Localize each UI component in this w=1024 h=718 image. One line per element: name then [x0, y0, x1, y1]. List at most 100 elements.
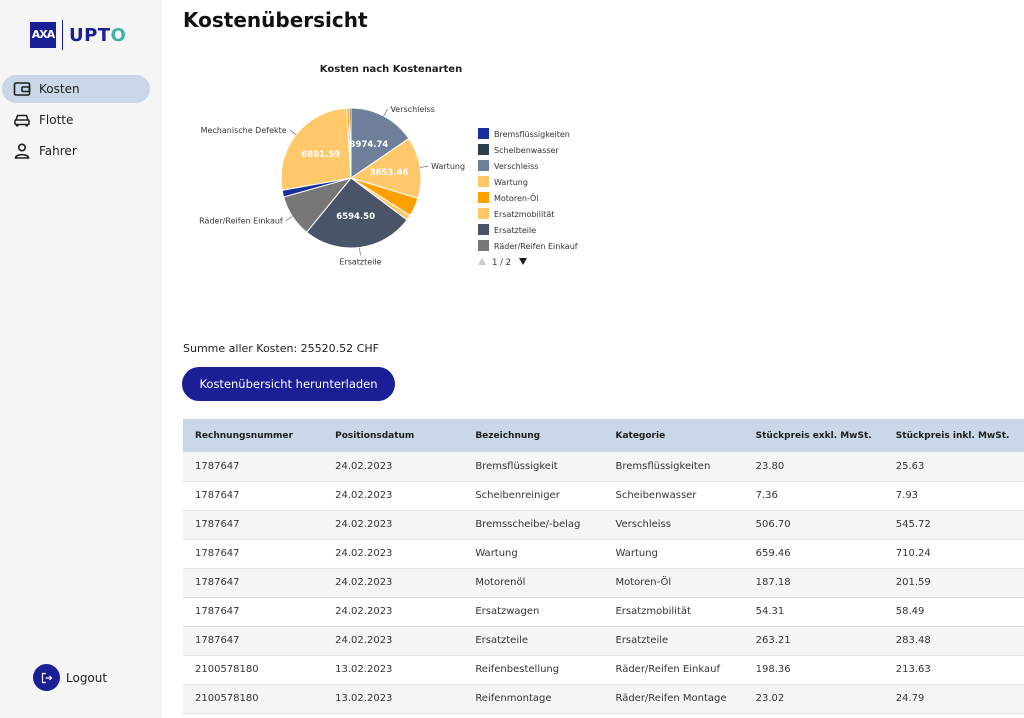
- table-cell: 2100578180: [195, 693, 259, 704]
- table-row[interactable]: 1787647 24.02.2023 Motorenöl Motoren-Öl 187.…: [183, 568, 1024, 597]
- table-cell: 187.18: [755, 577, 791, 588]
- table-cell: 1787647: [195, 606, 240, 617]
- sidebar-item-label: Fahrer: [39, 144, 77, 158]
- table-cell: 201.59: [895, 577, 931, 588]
- table-cell: Motorenöl: [475, 577, 526, 588]
- car-icon: [13, 111, 31, 129]
- table-cell: 25.63: [895, 460, 925, 472]
- legend-swatch: [478, 128, 489, 139]
- table-cell: 1787647: [195, 519, 240, 530]
- upto-logo: UPTO: [69, 24, 127, 46]
- sidebar-item-label: Kosten: [39, 82, 80, 96]
- column-header-positionsdatum[interactable]: Positionsdatum: [335, 430, 415, 441]
- table-row[interactable]: 1787647 24.02.2023 Ersatzteile Ersatzteile 2…: [183, 626, 1024, 655]
- table-cell: 24.79: [895, 693, 925, 704]
- table-row[interactable]: 1787647 24.02.2023 Scheibenreiniger Scheibe…: [183, 481, 1024, 510]
- table-cell: 7.93: [895, 490, 919, 501]
- table-cell: 58.49: [895, 606, 925, 617]
- table-row[interactable]: 1787647 24.02.2023 Bremsflüssigkeit Bremsfl…: [183, 452, 1024, 481]
- table-row[interactable]: 2100578180 13.02.2023 Reifenmontage Räder/R…: [183, 684, 1024, 713]
- legend-entry[interactable]: Bremsflüssigkeiten: [494, 130, 570, 139]
- table-cell: 7.36: [755, 490, 778, 501]
- table-cell: 24.02.2023: [335, 460, 393, 472]
- sidebar-item-kosten[interactable]: Kosten: [2, 75, 150, 103]
- pie-slice[interactable]: [306, 177, 408, 249]
- table-cell: 659.46: [755, 548, 791, 559]
- column-header-preis-inkl[interactable]: Stückpreis inkl. MwSt.: [895, 430, 1010, 441]
- column-header-kategorie[interactable]: Kategorie: [615, 430, 666, 441]
- table-cell: 710.24: [895, 548, 931, 559]
- callout-line: [420, 165, 429, 168]
- legend-swatch: [478, 224, 489, 235]
- slice-value-label: 6891.59: [301, 150, 340, 160]
- table-cell: 13.02.2023: [335, 664, 393, 675]
- table-cell: Räder/Reifen Montage: [615, 693, 727, 704]
- pie-slice[interactable]: [280, 107, 352, 191]
- table-cell: 24.02.2023: [335, 577, 393, 588]
- column-header-bezeichnung[interactable]: Bezeichnung: [475, 430, 541, 441]
- table-cell: Reifenbestellung: [475, 664, 560, 675]
- total-costs-summary: Summe aller Kosten: 25520.52 CHF: [183, 342, 379, 355]
- chart-title: Kosten nach Kostenarten: [320, 64, 462, 75]
- sidebar-item-fahrer[interactable]: Fahrer: [2, 137, 150, 165]
- table-row[interactable]: 1787647 24.02.2023 Ersatzwagen Ersatzmobili…: [183, 597, 1024, 626]
- legend-swatch: [478, 240, 489, 251]
- table-cell: 198.36: [755, 664, 791, 675]
- pie-slice[interactable]: [349, 137, 422, 199]
- logout-label: Logout: [66, 670, 108, 685]
- table-cell: 24.02.2023: [335, 635, 393, 646]
- legend-entry[interactable]: Räder/Reifen Einkauf: [494, 242, 578, 251]
- table-cell: Bremsflüssigkeiten: [615, 460, 711, 472]
- column-header-rechnungsnummer[interactable]: Rechnungsnummer: [195, 430, 293, 441]
- column-header-preis-exkl[interactable]: Stückpreis exkl. MwSt.: [755, 430, 872, 441]
- legend-entry[interactable]: Scheibenwasser: [494, 146, 559, 155]
- pie-slice[interactable]: [348, 107, 352, 179]
- table-cell: Ersatzteile: [615, 635, 669, 646]
- callout-line: [359, 247, 361, 256]
- table-cell: 506.70: [755, 519, 791, 530]
- table-row[interactable]: 1787647 24.02.2023 Wartung Wartung 659.46 710…: [183, 539, 1024, 568]
- callout-line: [383, 108, 388, 117]
- table-cell: 213.63: [895, 664, 931, 675]
- table-cell: Wartung: [475, 548, 518, 559]
- callout-line: [289, 129, 297, 135]
- logo-divider: [62, 20, 63, 50]
- table-cell: 13.02.2023: [335, 693, 393, 704]
- cost-table: Rechnungsnummer Positionsdatum Bezeichnu…: [183, 419, 1024, 714]
- logout-button[interactable]: Logout: [33, 664, 107, 691]
- download-cost-overview-button[interactable]: Kostenübersicht herunterladen: [182, 367, 395, 401]
- legend-swatch: [478, 208, 489, 219]
- legend-entry[interactable]: Ersatzteile: [494, 226, 536, 235]
- table-cell: 23.02: [755, 693, 785, 704]
- cost-pie-chart: Kosten nach Kostenarten 3974.74 Verschlei…: [183, 55, 603, 295]
- table-cell: 24.02.2023: [335, 490, 393, 501]
- wallet-icon: [13, 80, 31, 98]
- table-cell: Wartung: [615, 548, 658, 559]
- table-cell: Reifenmontage: [475, 693, 552, 704]
- table-cell: 1787647: [195, 490, 240, 501]
- table-row[interactable]: 2100578180 13.02.2023 Reifenbestellung Räde…: [183, 655, 1024, 684]
- legend-entry[interactable]: Wartung: [494, 178, 528, 187]
- person-icon: [13, 142, 31, 160]
- callout-label: Mechanische Defekte: [201, 126, 287, 135]
- table-cell: 1787647: [195, 577, 240, 588]
- table-header-row: Rechnungsnummer Positionsdatum Bezeichnu…: [183, 419, 1024, 452]
- legend-entry[interactable]: Verschleiss: [494, 162, 538, 171]
- sidebar-item-flotte[interactable]: Flotte: [2, 106, 150, 134]
- table-cell: Scheibenwasser: [615, 490, 697, 501]
- table-cell: Motoren-Öl: [615, 577, 672, 588]
- legend-entry[interactable]: Motoren-Öl: [494, 193, 539, 203]
- callout-label: Räder/Reifen Einkauf: [199, 217, 283, 226]
- legend-swatch: [478, 192, 489, 203]
- callout-label: Wartung: [431, 162, 465, 171]
- pie-chart-svg: Kosten nach Kostenarten 3974.74 Verschlei…: [199, 64, 578, 268]
- legend-entry[interactable]: Ersatzmobilität: [494, 210, 554, 219]
- legend-prev-page-icon[interactable]: [478, 258, 486, 265]
- table-cell: 263.21: [755, 635, 791, 646]
- logout-icon: [33, 664, 60, 691]
- callout-label: Verschleiss: [390, 105, 434, 114]
- app-logo[interactable]: AXA UPTO: [30, 20, 126, 50]
- legend-next-page-icon[interactable]: [519, 258, 527, 265]
- table-row[interactable]: 1787647 24.02.2023 Bremsscheibe/-belag Vers…: [183, 510, 1024, 539]
- legend-swatch: [478, 144, 489, 155]
